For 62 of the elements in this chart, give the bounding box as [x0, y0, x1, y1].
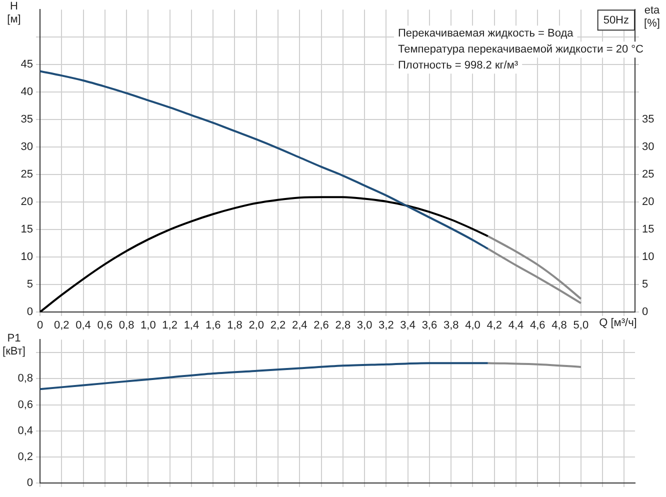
x-tick-label: 3,6 — [422, 320, 438, 332]
y2-tick-label: 15 — [642, 224, 654, 236]
y2-tick-label: 0 — [642, 306, 648, 318]
x-tick-label: 2,2 — [270, 320, 286, 332]
x-tick-label: 4,8 — [552, 320, 567, 332]
line-series — [486, 248, 582, 304]
y2-axis-title: eta [%] — [644, 4, 661, 30]
x-axis-title: Q [м³/ч] — [599, 317, 637, 330]
x-tick-label: 2,6 — [314, 320, 329, 332]
annotation: 50Hz — [603, 14, 630, 27]
x-tick-label: 4,2 — [486, 320, 502, 332]
x-tick-label: 3,0 — [356, 320, 372, 332]
x-tick-label: 4,0 — [465, 320, 480, 332]
y-tick-label: 40 — [20, 86, 33, 98]
y2-tick-label: 25 — [642, 168, 654, 181]
line-series — [40, 362, 489, 390]
y-axis-title: H [м] — [7, 0, 21, 26]
y2-tick-label: 10 — [642, 251, 654, 264]
y2-tick-label: 20 — [642, 196, 654, 208]
x-tick-label: 2,0 — [248, 320, 264, 332]
y-axis-title: P1 [кВт] — [2, 332, 26, 358]
x-tick-label: 5,0 — [573, 320, 589, 332]
y-tick-label: 5 — [26, 278, 33, 291]
x-tick-label: 0,6 — [97, 320, 113, 332]
y-tick-label: 30 — [20, 141, 33, 154]
y-tick-label: 0,8 — [18, 372, 33, 385]
annotation: Перекачиваемая жидкость = Вода — [398, 28, 574, 40]
x-tick-label: 3,2 — [378, 320, 394, 332]
y-tick-label: 0,4 — [18, 424, 33, 437]
y-tick-label: 15 — [20, 224, 33, 236]
y2-tick-label: 30 — [642, 141, 654, 154]
line-series — [40, 70, 489, 250]
x-tick-label: 1,2 — [162, 320, 178, 332]
annotation: Плотность = 998.2 кг/м³ — [398, 60, 518, 72]
x-tick-label: 3,8 — [443, 320, 459, 332]
y-tick-label: 0,2 — [18, 450, 33, 463]
annotation: Температура перекачиваемой жидкости = 20 °C — [398, 44, 644, 56]
line-series — [486, 235, 582, 300]
x-tick-label: 0,4 — [76, 320, 91, 332]
y2-tick-label: 5 — [642, 278, 648, 291]
y2-tick-label: 35 — [642, 114, 654, 126]
y-tick-label: 25 — [20, 168, 33, 181]
x-tick-label: 1,6 — [205, 320, 221, 332]
x-tick-label: 2,4 — [292, 320, 308, 332]
x-tick-label: 3,4 — [400, 320, 416, 332]
y-tick-label: 45 — [20, 58, 33, 71]
y-tick-label: 20 — [20, 196, 33, 208]
x-tick-label: 0 — [36, 320, 44, 332]
x-tick-label: 4,4 — [508, 320, 524, 332]
x-tick-label: 1,0 — [140, 320, 156, 332]
x-tick-label: 0,2 — [54, 320, 70, 332]
x-tick-label: 1,4 — [184, 320, 200, 332]
y-tick-label: 35 — [20, 114, 33, 126]
x-tick-label: 4,6 — [530, 320, 546, 332]
y-tick-label: 0 — [26, 306, 33, 318]
x-tick-label: 1,8 — [227, 320, 242, 332]
y-tick-label: 0,6 — [18, 398, 33, 411]
line-series — [40, 196, 489, 312]
x-tick-label: 2,8 — [335, 320, 351, 332]
y-tick-label: 10 — [20, 251, 33, 264]
x-tick-label: 0,8 — [118, 320, 134, 332]
y-tick-label: 0 — [26, 477, 33, 490]
